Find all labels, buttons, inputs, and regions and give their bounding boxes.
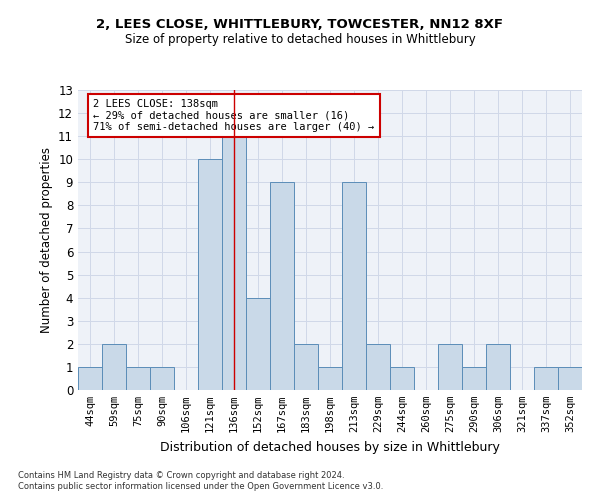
Text: Contains HM Land Registry data © Crown copyright and database right 2024.: Contains HM Land Registry data © Crown c… — [18, 470, 344, 480]
Bar — [558, 367, 582, 390]
Bar — [294, 344, 318, 390]
Bar — [390, 367, 414, 390]
Bar — [78, 367, 102, 390]
Bar — [150, 367, 174, 390]
Bar — [462, 367, 486, 390]
Bar — [534, 367, 558, 390]
Bar — [270, 182, 294, 390]
Bar — [198, 159, 222, 390]
Text: 2 LEES CLOSE: 138sqm
← 29% of detached houses are smaller (16)
71% of semi-detac: 2 LEES CLOSE: 138sqm ← 29% of detached h… — [93, 99, 374, 132]
Bar — [102, 344, 126, 390]
Bar — [126, 367, 150, 390]
Bar — [438, 344, 462, 390]
Text: 2, LEES CLOSE, WHITTLEBURY, TOWCESTER, NN12 8XF: 2, LEES CLOSE, WHITTLEBURY, TOWCESTER, N… — [97, 18, 503, 30]
Bar — [486, 344, 510, 390]
Bar — [366, 344, 390, 390]
Bar — [318, 367, 342, 390]
Bar — [246, 298, 270, 390]
Bar — [342, 182, 366, 390]
Y-axis label: Number of detached properties: Number of detached properties — [40, 147, 53, 333]
Text: Size of property relative to detached houses in Whittlebury: Size of property relative to detached ho… — [125, 32, 475, 46]
X-axis label: Distribution of detached houses by size in Whittlebury: Distribution of detached houses by size … — [160, 440, 500, 454]
Bar — [222, 136, 246, 390]
Text: Contains public sector information licensed under the Open Government Licence v3: Contains public sector information licen… — [18, 482, 383, 491]
